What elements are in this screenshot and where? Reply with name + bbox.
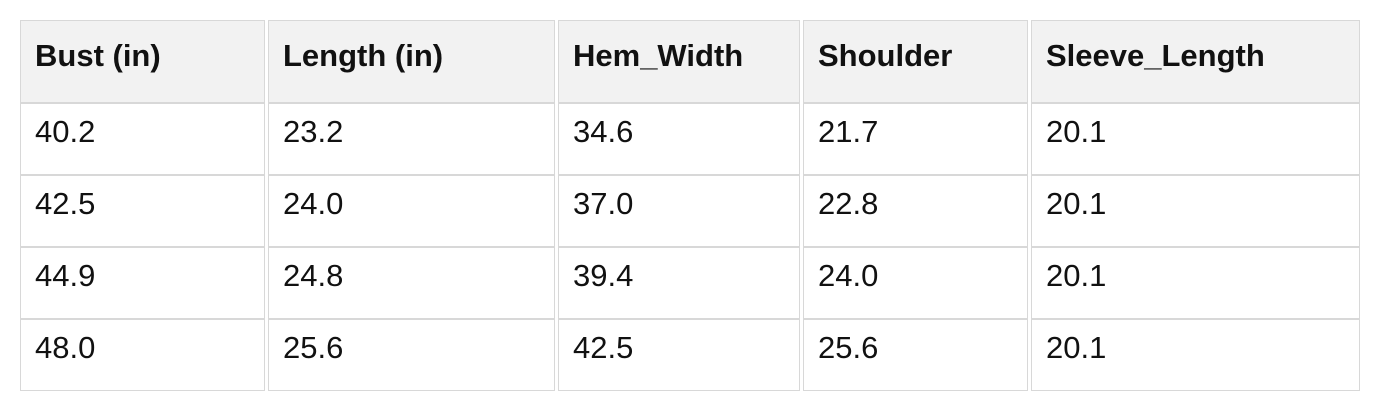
table-body: 40.2 23.2 34.6 21.7 20.1 42.5 24.0 37.0 … [20, 103, 1360, 391]
table-cell: 42.5 [558, 319, 800, 391]
table-cell: 44.9 [20, 247, 265, 319]
table-cell: 40.2 [20, 103, 265, 175]
table-cell: 24.8 [268, 247, 555, 319]
column-header-bust: Bust (in) [20, 20, 265, 103]
header-row: Bust (in) Length (in) Hem_Width Shoulder… [20, 20, 1360, 103]
table-cell: 48.0 [20, 319, 265, 391]
table-cell: 39.4 [558, 247, 800, 319]
table-cell: 20.1 [1031, 247, 1360, 319]
column-header-sleeve-length: Sleeve_Length [1031, 20, 1360, 103]
table-cell: 37.0 [558, 175, 800, 247]
table-cell: 24.0 [268, 175, 555, 247]
table-cell: 25.6 [803, 319, 1028, 391]
table-cell: 21.7 [803, 103, 1028, 175]
column-header-hem-width: Hem_Width [558, 20, 800, 103]
table-row: 48.0 25.6 42.5 25.6 20.1 [20, 319, 1360, 391]
table-cell: 20.1 [1031, 319, 1360, 391]
column-header-length: Length (in) [268, 20, 555, 103]
table-cell: 22.8 [803, 175, 1028, 247]
table-header: Bust (in) Length (in) Hem_Width Shoulder… [20, 20, 1360, 103]
column-header-shoulder: Shoulder [803, 20, 1028, 103]
table-row: 42.5 24.0 37.0 22.8 20.1 [20, 175, 1360, 247]
table-cell: 24.0 [803, 247, 1028, 319]
table-cell: 42.5 [20, 175, 265, 247]
table-row: 44.9 24.8 39.4 24.0 20.1 [20, 247, 1360, 319]
table-cell: 23.2 [268, 103, 555, 175]
measurements-table: Bust (in) Length (in) Hem_Width Shoulder… [17, 20, 1363, 391]
table-cell: 20.1 [1031, 175, 1360, 247]
table-cell: 20.1 [1031, 103, 1360, 175]
table-cell: 34.6 [558, 103, 800, 175]
table-row: 40.2 23.2 34.6 21.7 20.1 [20, 103, 1360, 175]
table-cell: 25.6 [268, 319, 555, 391]
